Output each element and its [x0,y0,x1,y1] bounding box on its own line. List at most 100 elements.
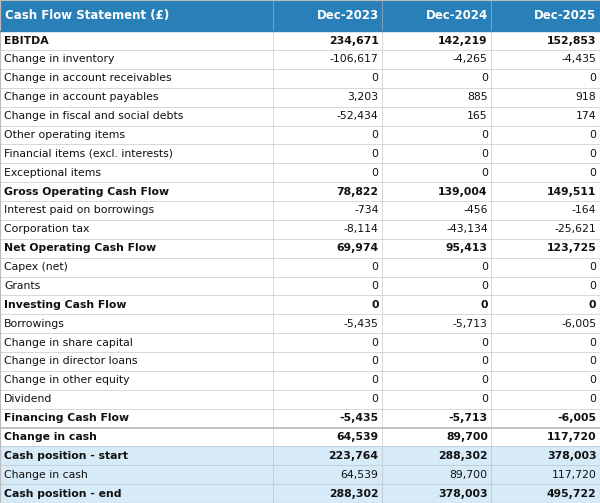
Bar [0,220,600,239]
Text: Change in director loans: Change in director loans [4,357,138,367]
Bar [0,31,600,50]
Text: -6,005: -6,005 [557,413,596,423]
Text: 0: 0 [589,300,596,310]
Text: -6,005: -6,005 [561,319,596,329]
Text: -456: -456 [463,205,488,215]
Bar [273,0,382,31]
Text: 288,302: 288,302 [438,451,488,461]
Text: 378,003: 378,003 [547,451,596,461]
Text: 174: 174 [576,111,596,121]
Text: 0: 0 [371,149,379,159]
Text: 64,539: 64,539 [337,432,379,442]
Text: 78,822: 78,822 [337,187,379,197]
Text: 0: 0 [371,73,379,83]
Text: Gross Operating Cash Flow: Gross Operating Cash Flow [4,187,169,197]
Text: 0: 0 [589,394,596,404]
Text: -106,617: -106,617 [330,54,379,64]
Text: 0: 0 [589,357,596,367]
Text: Dec-2023: Dec-2023 [316,9,379,22]
Bar [0,239,600,258]
Text: Other operating items: Other operating items [4,130,125,140]
Text: Grants: Grants [4,281,40,291]
Bar [0,408,600,428]
Text: 89,700: 89,700 [446,432,488,442]
Text: -8,114: -8,114 [344,224,379,234]
Text: 0: 0 [371,300,379,310]
Text: -5,435: -5,435 [340,413,379,423]
Text: Dec-2024: Dec-2024 [425,9,488,22]
Text: 0: 0 [481,149,488,159]
Text: Change in share capital: Change in share capital [4,338,133,348]
Text: 0: 0 [371,262,379,272]
Bar [0,484,600,503]
Text: 142,219: 142,219 [438,36,488,46]
Text: Borrowings: Borrowings [4,319,65,329]
Text: 0: 0 [481,130,488,140]
Text: -4,265: -4,265 [453,54,488,64]
Text: -5,713: -5,713 [453,319,488,329]
Text: 223,764: 223,764 [329,451,379,461]
Text: Cash Flow Statement (£): Cash Flow Statement (£) [5,9,169,22]
Text: 885: 885 [467,92,488,102]
Text: 139,004: 139,004 [438,187,488,197]
Text: 0: 0 [481,375,488,385]
Bar [0,446,600,465]
Bar [0,0,273,31]
Text: -43,134: -43,134 [446,224,488,234]
Text: -734: -734 [354,205,379,215]
Text: 0: 0 [371,394,379,404]
Text: Net Operating Cash Flow: Net Operating Cash Flow [4,243,157,253]
Bar [0,88,600,107]
Bar [491,0,600,31]
Text: -25,621: -25,621 [554,224,596,234]
Text: 0: 0 [481,281,488,291]
Text: -5,713: -5,713 [449,413,488,423]
Text: Cash position - start: Cash position - start [4,451,128,461]
Bar [0,126,600,144]
Bar [0,428,600,446]
Bar [0,69,600,88]
Text: 89,700: 89,700 [449,470,488,480]
Text: Change in account payables: Change in account payables [4,92,158,102]
Bar [0,258,600,277]
Text: 234,671: 234,671 [329,36,379,46]
Text: 0: 0 [589,262,596,272]
Text: Change in cash: Change in cash [4,432,97,442]
Text: 0: 0 [371,375,379,385]
Bar [0,201,600,220]
Text: Change in other equity: Change in other equity [4,375,130,385]
Bar [0,107,600,126]
Text: 0: 0 [589,149,596,159]
Text: 123,725: 123,725 [547,243,596,253]
Text: 0: 0 [589,130,596,140]
Text: 495,722: 495,722 [547,488,596,498]
Text: 117,720: 117,720 [547,432,596,442]
Text: -5,435: -5,435 [344,319,379,329]
Bar [0,182,600,201]
Bar [0,314,600,333]
Text: 0: 0 [589,281,596,291]
Text: Interest paid on borrowings: Interest paid on borrowings [4,205,154,215]
Text: -164: -164 [572,205,596,215]
Text: 0: 0 [481,262,488,272]
Text: 117,720: 117,720 [551,470,596,480]
Text: 0: 0 [371,338,379,348]
Text: 64,539: 64,539 [341,470,379,480]
Text: Change in inventory: Change in inventory [4,54,115,64]
Text: 918: 918 [576,92,596,102]
Text: 3,203: 3,203 [347,92,379,102]
Text: Change in fiscal and social debts: Change in fiscal and social debts [4,111,184,121]
Text: 0: 0 [589,73,596,83]
Text: Dec-2025: Dec-2025 [534,9,596,22]
Text: 0: 0 [589,167,596,178]
Text: EBITDA: EBITDA [4,36,49,46]
Text: 0: 0 [371,130,379,140]
Text: 378,003: 378,003 [438,488,488,498]
Text: 0: 0 [371,357,379,367]
Text: Investing Cash Flow: Investing Cash Flow [4,300,127,310]
Text: 0: 0 [481,357,488,367]
Text: Capex (net): Capex (net) [4,262,68,272]
Text: 0: 0 [481,167,488,178]
Text: 152,853: 152,853 [547,36,596,46]
Text: 149,511: 149,511 [547,187,596,197]
